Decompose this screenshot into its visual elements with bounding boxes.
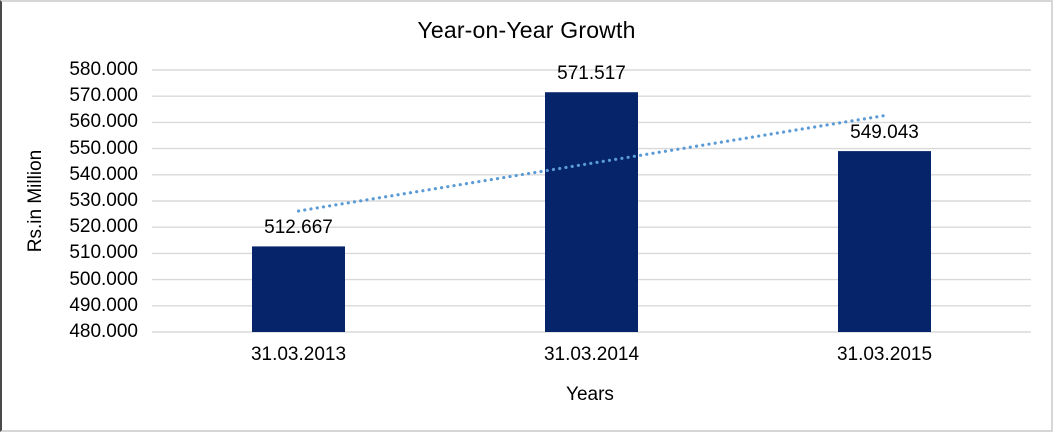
- x-tick-label: 31.03.2013: [250, 344, 347, 365]
- y-tick-label: 570.000: [69, 85, 138, 107]
- y-tick-label: 550.000: [69, 137, 138, 159]
- bar-value-label: 512.667: [264, 217, 333, 239]
- bar: [838, 151, 931, 332]
- x-axis-title: Years: [566, 384, 614, 405]
- y-tick-label: 480.000: [69, 321, 138, 342]
- bar-value-label: 549.043: [850, 122, 919, 144]
- bar: [545, 92, 638, 332]
- y-tick-label: 490.000: [69, 294, 138, 316]
- y-tick-label: 530.000: [69, 190, 138, 211]
- chart-title: Year-on-Year Growth: [417, 17, 636, 43]
- y-tick-label: 510.000: [69, 242, 138, 264]
- y-tick-label: 500.000: [69, 268, 138, 290]
- y-axis-tick-labels: 580.000 570.000 560.000 550.000 540.000 530.0…: [2, 2, 138, 430]
- y-tick-label: 540.000: [69, 163, 138, 185]
- x-tick-label: 31.03.2015: [836, 344, 933, 365]
- bar-value-label: 571.517: [557, 63, 626, 85]
- y-tick-label: 520.000: [69, 216, 138, 238]
- y-tick-label: 560.000: [69, 111, 138, 133]
- bar: [252, 246, 345, 332]
- y-tick-label: 580.000: [69, 59, 138, 80]
- x-tick-label: 31.03.2014: [543, 344, 640, 365]
- trendline: [296, 113, 887, 213]
